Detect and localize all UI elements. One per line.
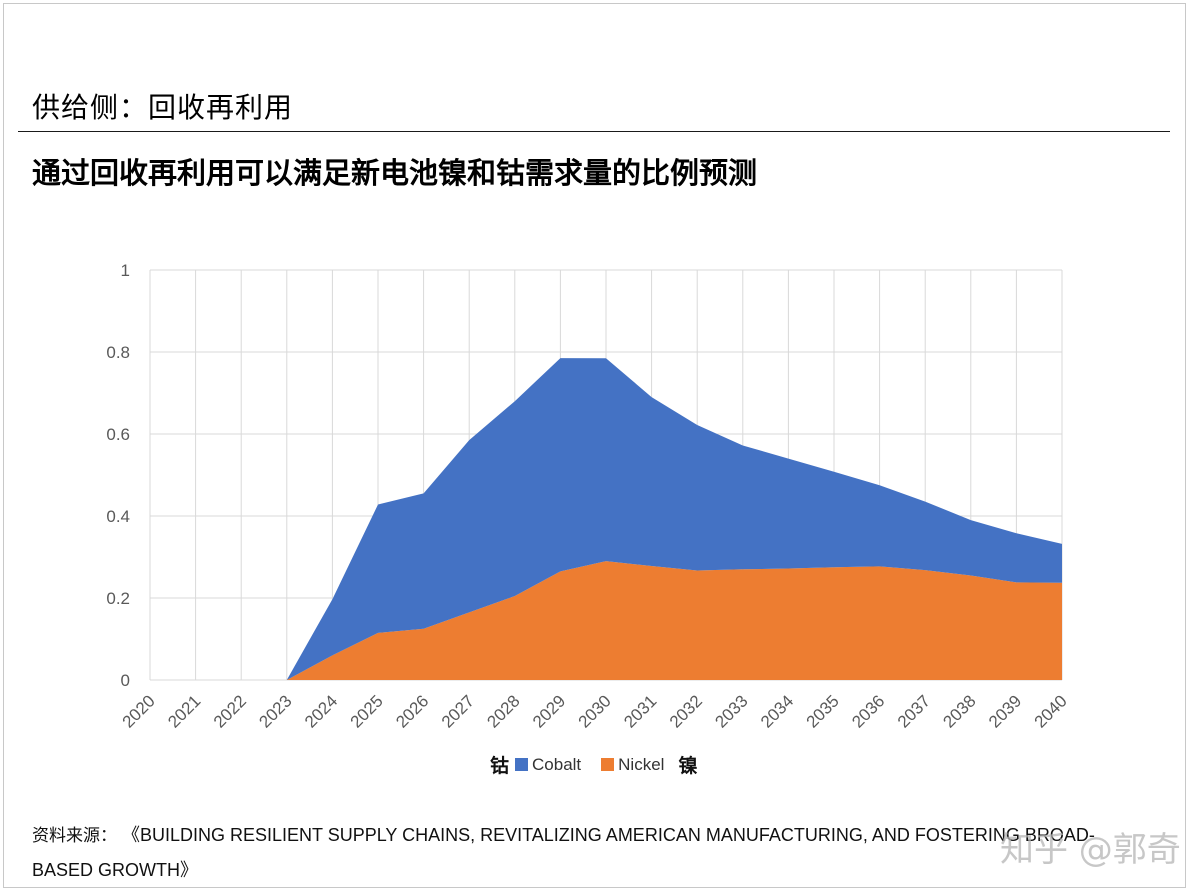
x-tick-label: 2040	[1031, 691, 1071, 731]
legend-nickel-cn: 镍	[678, 755, 698, 777]
x-tick-label: 2037	[894, 691, 934, 731]
legend-cobalt-swatch	[515, 758, 529, 771]
title-divider	[18, 131, 1170, 132]
y-tick-label: 0	[121, 671, 130, 690]
x-tick-label: 2028	[483, 691, 523, 731]
source-text: 《BUILDING RESILIENT SUPPLY CHAINS, REVIT…	[32, 825, 1095, 880]
y-tick-label: 0.8	[106, 343, 130, 362]
x-tick-label: 2033	[711, 691, 751, 731]
x-tick-label: 2039	[985, 691, 1025, 731]
x-tick-label: 2031	[620, 691, 660, 731]
watermark: 知乎 @郭奇	[1000, 830, 1181, 870]
x-tick-label: 2027	[438, 691, 478, 731]
slide-frame	[3, 3, 1186, 888]
y-tick-label: 1	[121, 261, 130, 280]
chart-legend: 钴 Cobalt Nickel 镍	[490, 751, 697, 778]
x-tick-label: 2021	[164, 691, 204, 731]
section-title: 供给侧：回收再利用	[32, 91, 294, 124]
x-tick-label: 2023	[255, 691, 295, 731]
legend-nickel-label: Nickel	[618, 754, 665, 774]
y-tick-label: 0.2	[106, 589, 130, 608]
chart-title: 通过回收再利用可以满足新电池镍和钴需求量的比例预测	[32, 156, 758, 190]
legend-nickel-swatch	[601, 758, 615, 771]
x-tick-label: 2025	[347, 691, 387, 731]
x-tick-label: 2020	[119, 691, 159, 731]
x-tick-label: 2035	[803, 691, 843, 731]
area-nickel	[150, 561, 1062, 680]
x-tick-label: 2036	[848, 691, 888, 731]
source-label: 资料来源：	[32, 826, 117, 846]
x-tick-label: 2032	[666, 691, 706, 731]
x-tick-label: 2022	[210, 691, 250, 731]
y-tick-label: 0.6	[106, 425, 130, 444]
x-tick-label: 2030	[575, 691, 615, 731]
x-tick-label: 2024	[301, 691, 341, 731]
legend-cobalt-label: Cobalt	[532, 754, 582, 774]
y-tick-label: 0.4	[106, 507, 130, 526]
x-tick-label: 2034	[757, 691, 797, 731]
x-tick-label: 2038	[939, 691, 979, 731]
x-tick-label: 2026	[392, 691, 432, 731]
area-cobalt	[150, 358, 1062, 680]
legend-cobalt-cn: 钴	[490, 755, 510, 777]
source-note: 资料来源： 《BUILDING RESILIENT SUPPLY CHAINS,…	[32, 818, 1132, 887]
x-tick-label: 2029	[529, 691, 569, 731]
